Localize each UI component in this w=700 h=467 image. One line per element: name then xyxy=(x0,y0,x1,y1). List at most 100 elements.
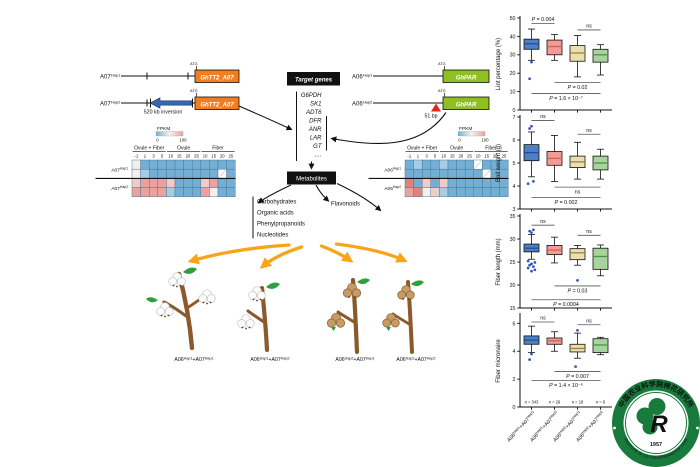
leaf-icon xyxy=(357,278,370,285)
fpkm-gradient-bar xyxy=(155,131,184,137)
boxplot-panel: 0 10 20 30 40 50 Lint percentage (%) P = 0.004 n… xyxy=(496,16,612,114)
outlier-dot xyxy=(532,180,535,183)
sig-label: P = 0.002 xyxy=(555,200,578,206)
orange-arrow-1 xyxy=(187,243,291,265)
outlier-dot xyxy=(526,182,530,186)
sig-val: = 0.02 xyxy=(571,85,587,91)
heatmap-cell xyxy=(421,187,432,198)
outlier-dot xyxy=(528,127,531,130)
heatmap-cell xyxy=(157,187,167,198)
sig-p: P xyxy=(568,288,572,294)
atg-label: ATG xyxy=(190,62,198,66)
a06-hap2-label: A06Hap2 xyxy=(352,100,373,108)
dpa-column-label: 25 xyxy=(467,154,472,159)
y-tick-label: 0 xyxy=(513,108,516,114)
ghtt2-gene-name: GhTT2_A07 xyxy=(200,103,234,109)
sample-count-label: n = 18 xyxy=(572,400,584,405)
y-tick-label: 0 xyxy=(513,405,516,411)
fpkm-max: 100 xyxy=(481,138,489,143)
heatmap-cell xyxy=(166,178,176,188)
leaf-icon xyxy=(411,280,424,287)
cat-sup: Hap2 xyxy=(345,356,354,360)
sig-val: = 0.0004 xyxy=(557,302,579,308)
outlier-dot xyxy=(528,77,531,81)
heatmap-cell xyxy=(217,159,227,170)
dpa-column-label: 15 xyxy=(484,154,489,159)
cotton-plants: A06Hap1+A07Hap1 A06Hap1+A07Hap2 A06Hap2+A0… xyxy=(146,267,436,363)
leaf-icon xyxy=(146,297,158,303)
na-slash xyxy=(218,169,226,178)
target-gene-name: LAR xyxy=(310,136,322,142)
fpkm-min: 0 xyxy=(458,138,461,143)
outlier-dot xyxy=(526,266,530,270)
heatmap-cell xyxy=(464,168,475,179)
dpa-column-label: 25 xyxy=(229,154,234,159)
y-tick-label: 30 xyxy=(510,237,516,243)
heatmap-cell xyxy=(482,187,492,198)
y-tick-label: 6 xyxy=(513,138,516,144)
sample-count-label: n = 6 xyxy=(596,400,606,405)
sig-p: P xyxy=(549,96,553,102)
y-tick-label: 20 xyxy=(510,71,516,77)
cat-sup: Hap2 xyxy=(281,356,290,360)
sig-p: P xyxy=(566,374,570,380)
cat-gene: A06 xyxy=(174,357,183,363)
heatmap-cell xyxy=(166,168,176,179)
dpa-column-label: 10 xyxy=(441,154,446,159)
heatmap-cell xyxy=(131,178,141,188)
sig-label: ns xyxy=(575,190,581,196)
box xyxy=(546,39,563,56)
outlier-dot xyxy=(528,263,531,267)
logo-year: 1957 xyxy=(650,442,662,448)
sig-label: ns xyxy=(586,24,592,30)
heatmap-cell xyxy=(482,159,492,170)
row-sup: Hap1 xyxy=(120,167,128,171)
heatmap-cell xyxy=(421,159,432,170)
metabolite-green-item: Phenylpropanoids xyxy=(257,222,305,228)
sig-label: ns xyxy=(586,229,592,235)
heatmap-cell xyxy=(140,187,150,198)
heatmap-cell xyxy=(166,159,176,170)
heatmap-cell xyxy=(140,168,150,179)
sig-p: P xyxy=(568,85,572,91)
heatmap-cell xyxy=(464,178,475,188)
heatmap-cell xyxy=(209,187,219,198)
outlier-dot xyxy=(532,228,535,232)
heatmap-cell xyxy=(157,168,167,179)
outlier-dot xyxy=(530,60,533,64)
cat-gene: +A07 xyxy=(268,357,280,363)
dpa-column-label: 10 xyxy=(203,154,208,159)
outlier-dot xyxy=(530,352,533,356)
orange-arrow-4 xyxy=(334,242,408,263)
axis xyxy=(519,313,612,408)
row-base: A06 xyxy=(384,168,393,174)
gene-model-a07-hap2: A07Hap2 520 kb inversion ATG GhTT2_A07 xyxy=(100,89,240,116)
heatmap-cell xyxy=(191,168,202,179)
cat-gene: A06 xyxy=(529,432,540,443)
cat-gene: A06 xyxy=(396,357,405,363)
box xyxy=(569,248,586,261)
cat-sup: Hap1 xyxy=(205,356,214,360)
a07-hap2-label: A07Hap2 xyxy=(100,100,121,108)
insertion-label: 51 bp xyxy=(425,114,438,120)
heatmap-cell xyxy=(490,187,500,198)
atg-label: ATG xyxy=(438,62,446,66)
heatmap-cell xyxy=(456,159,466,170)
dpa-column-label: -1 xyxy=(134,154,138,159)
sample-count-label: n = 29 xyxy=(549,400,561,405)
box xyxy=(592,247,609,270)
dpa-column-label: 1 xyxy=(144,154,147,159)
heatmap-cell xyxy=(131,159,141,170)
cat-sup: Hap2 xyxy=(427,356,436,360)
heatmap-row-label: A07Hap2 xyxy=(111,185,128,192)
heatmap-cell xyxy=(430,187,440,198)
sig-label: P = 0.02 xyxy=(568,85,588,91)
heatmap-cell xyxy=(174,168,184,179)
metabolite-red-item: Nucleotides xyxy=(257,233,288,239)
heatmap-cell xyxy=(183,168,193,179)
y-tick-label: 10 xyxy=(510,90,516,96)
sig-p: P xyxy=(549,383,553,389)
